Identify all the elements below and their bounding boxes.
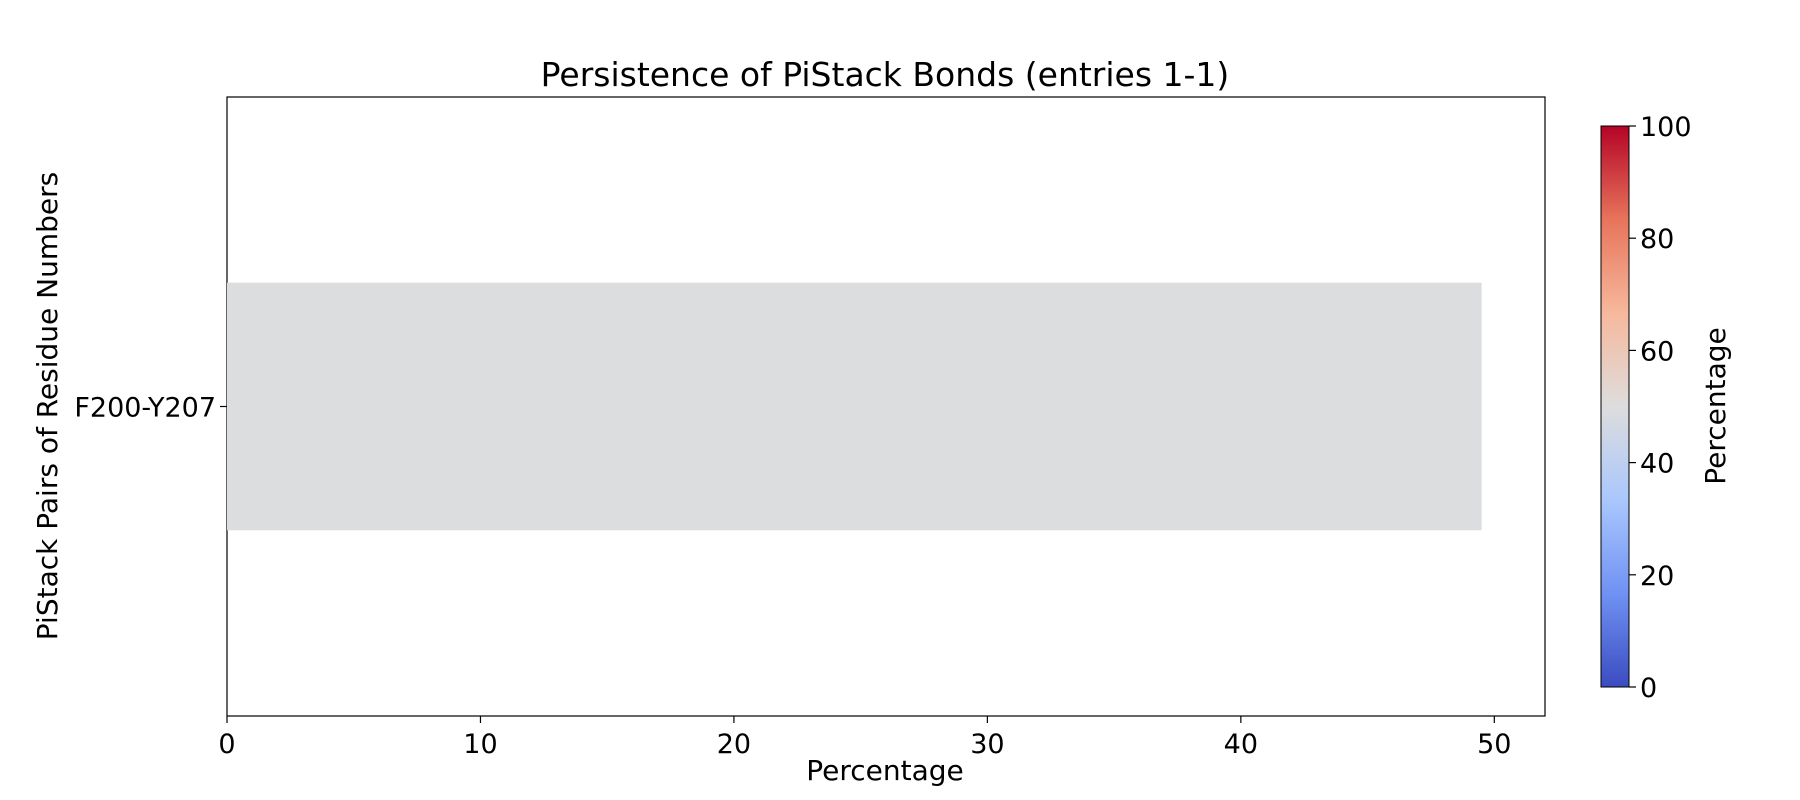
colorbar-tick-label: 40 <box>1640 449 1674 480</box>
colorbar-tick-label: 60 <box>1640 336 1674 367</box>
colorbar-tick-label: 100 <box>1640 112 1692 143</box>
x-tick-label: 10 <box>463 729 497 760</box>
x-tick-label: 50 <box>1477 729 1511 760</box>
colorbar-tick-label: 20 <box>1640 561 1674 592</box>
colorbar-label: Percentage <box>1699 327 1732 485</box>
colorbar <box>1600 125 1630 688</box>
y-axis-label: PiStack Pairs of Residue Numbers <box>31 172 64 640</box>
colorbar-tick-label: 0 <box>1640 673 1657 704</box>
colorbar-ticks: 0 20 40 60 80 100 <box>1629 112 1692 704</box>
x-axis-ticks: 0 10 20 30 40 50 <box>218 716 1511 760</box>
colorbar-tick-label: 80 <box>1640 224 1674 255</box>
y-tick-label: F200-Y207 <box>74 393 216 424</box>
x-tick-label: 30 <box>970 729 1004 760</box>
x-tick-label: 40 <box>1224 729 1258 760</box>
x-tick-label: 20 <box>717 729 751 760</box>
bar <box>227 282 1482 531</box>
bars-group <box>227 282 1482 531</box>
x-axis-label: Percentage <box>806 754 964 787</box>
y-axis-ticks: F200-Y207 <box>74 393 227 424</box>
x-tick-label: 0 <box>218 729 235 760</box>
chart-title: Persistence of PiStack Bonds (entries 1-… <box>541 55 1230 94</box>
